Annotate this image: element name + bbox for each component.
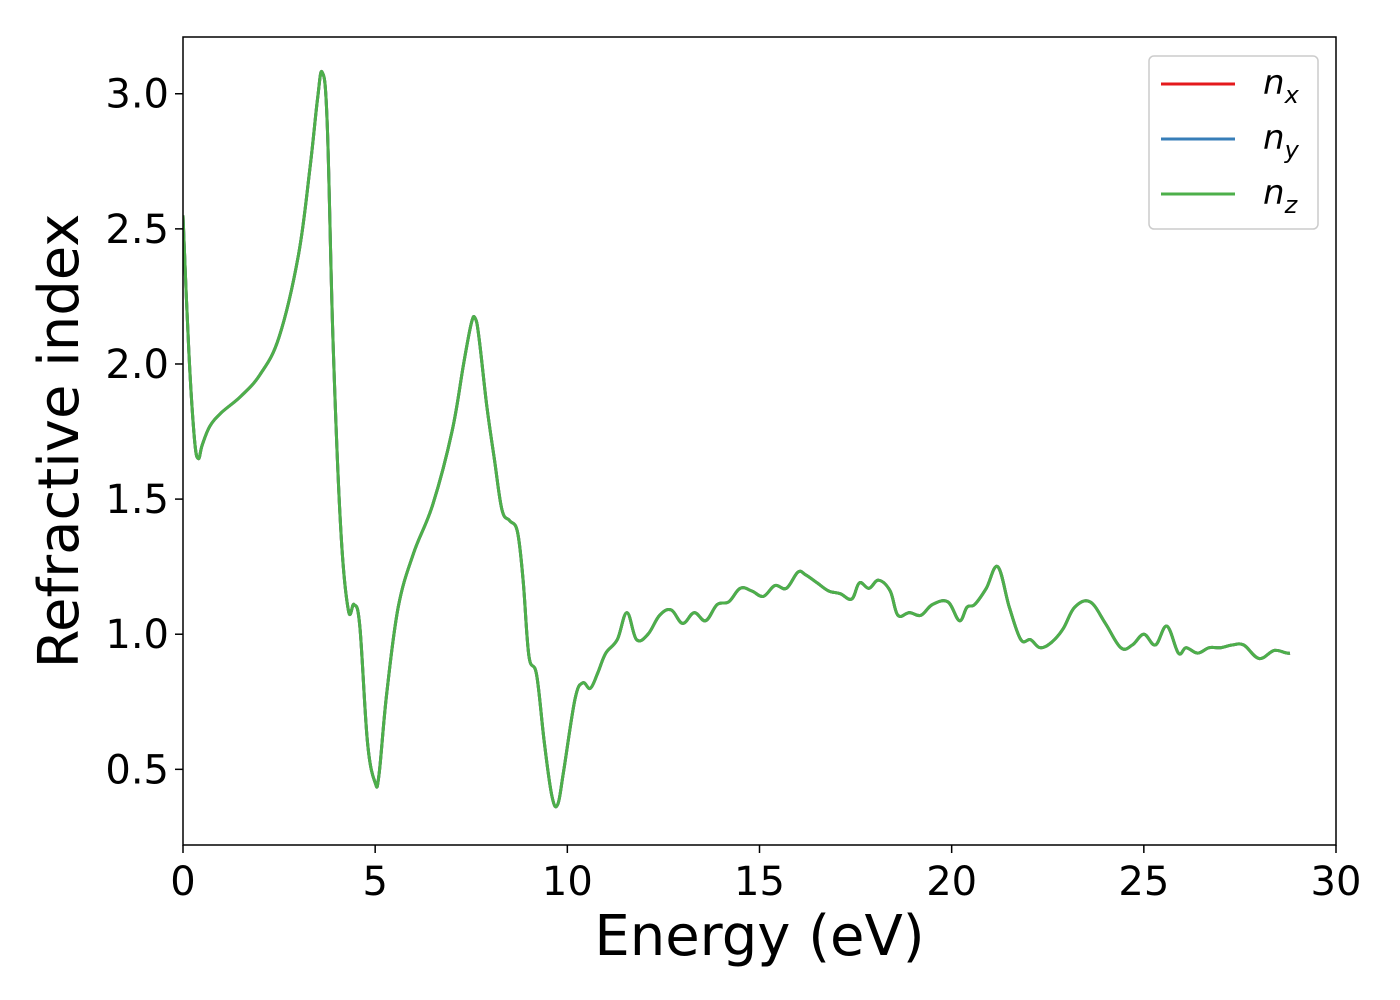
- legend-box: [1148, 55, 1319, 230]
- legend-label-ny: ny: [1263, 118, 1300, 164]
- x-tick-label: 5: [362, 859, 387, 905]
- y-tick-label: 0.5: [105, 747, 169, 793]
- series-lines: [183, 69, 1291, 809]
- legend-label-nz: nz: [1263, 173, 1299, 219]
- y-tick-label: 2.5: [105, 207, 169, 253]
- x-axis-label: Energy (eV): [594, 904, 924, 969]
- series-line-nz: [183, 69, 1291, 809]
- y-tick-label: 1.0: [105, 612, 169, 658]
- legend: nx ny nz: [1148, 55, 1319, 230]
- y-tick-label: 1.5: [105, 477, 169, 523]
- y-tick-label: 3.0: [105, 72, 169, 118]
- x-axis-ticks: 0 5 10 15 20 25 30: [170, 845, 1361, 905]
- x-tick-label: 25: [1118, 859, 1169, 905]
- x-tick-label: 0: [170, 859, 195, 905]
- y-axis-ticks: 0.5 1.0 1.5 2.0 2.5 3.0: [105, 72, 183, 793]
- legend-label-nx: nx: [1263, 63, 1300, 109]
- x-tick-label: 30: [1311, 859, 1362, 905]
- series-line-nx: [183, 69, 1291, 809]
- y-tick-label: 2.0: [105, 342, 169, 388]
- x-tick-label: 10: [542, 859, 593, 905]
- y-axis-label: Refractive index: [27, 214, 92, 669]
- series-line-ny: [183, 69, 1291, 809]
- x-tick-label: 15: [734, 859, 785, 905]
- x-tick-label: 20: [926, 859, 977, 905]
